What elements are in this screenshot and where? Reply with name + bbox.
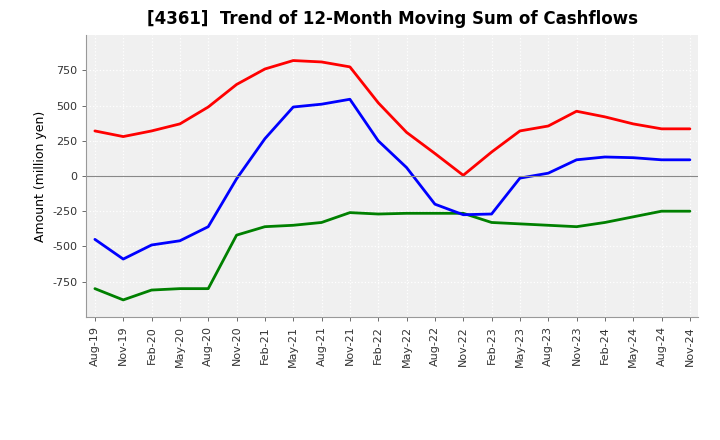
- Investing Cashflow: [431, 211, 439, 216]
- Free Cashflow: [148, 242, 156, 248]
- Investing Cashflow: [685, 209, 694, 214]
- Investing Cashflow: [572, 224, 581, 229]
- Free Cashflow: [629, 155, 637, 160]
- Free Cashflow: [176, 238, 184, 243]
- Operating Cashflow: [459, 172, 467, 178]
- Investing Cashflow: [459, 211, 467, 216]
- Investing Cashflow: [629, 214, 637, 220]
- Title: [4361]  Trend of 12-Month Moving Sum of Cashflows: [4361] Trend of 12-Month Moving Sum of C…: [147, 10, 638, 28]
- Free Cashflow: [204, 224, 212, 229]
- Investing Cashflow: [119, 297, 127, 303]
- Operating Cashflow: [516, 128, 524, 134]
- Line: Operating Cashflow: Operating Cashflow: [95, 61, 690, 175]
- Free Cashflow: [289, 104, 297, 110]
- Investing Cashflow: [657, 209, 666, 214]
- Operating Cashflow: [204, 104, 212, 110]
- Free Cashflow: [402, 165, 411, 170]
- Free Cashflow: [261, 136, 269, 141]
- Operating Cashflow: [374, 100, 382, 106]
- Operating Cashflow: [685, 126, 694, 132]
- Free Cashflow: [685, 157, 694, 162]
- Free Cashflow: [233, 176, 241, 181]
- Investing Cashflow: [176, 286, 184, 291]
- Investing Cashflow: [204, 286, 212, 291]
- Investing Cashflow: [261, 224, 269, 229]
- Free Cashflow: [516, 176, 524, 181]
- Investing Cashflow: [544, 223, 552, 228]
- Operating Cashflow: [91, 128, 99, 134]
- Free Cashflow: [487, 211, 496, 216]
- Investing Cashflow: [600, 220, 609, 225]
- Free Cashflow: [544, 171, 552, 176]
- Operating Cashflow: [544, 123, 552, 128]
- Free Cashflow: [91, 237, 99, 242]
- Free Cashflow: [600, 154, 609, 160]
- Free Cashflow: [657, 157, 666, 162]
- Line: Investing Cashflow: Investing Cashflow: [95, 211, 690, 300]
- Operating Cashflow: [346, 64, 354, 70]
- Investing Cashflow: [516, 221, 524, 227]
- Investing Cashflow: [402, 211, 411, 216]
- Investing Cashflow: [148, 287, 156, 293]
- Investing Cashflow: [374, 211, 382, 216]
- Free Cashflow: [572, 157, 581, 162]
- Operating Cashflow: [176, 121, 184, 127]
- Operating Cashflow: [289, 58, 297, 63]
- Operating Cashflow: [572, 109, 581, 114]
- Free Cashflow: [346, 97, 354, 102]
- Free Cashflow: [119, 257, 127, 262]
- Operating Cashflow: [233, 82, 241, 87]
- Operating Cashflow: [600, 114, 609, 120]
- Investing Cashflow: [346, 210, 354, 215]
- Operating Cashflow: [487, 150, 496, 155]
- Investing Cashflow: [318, 220, 326, 225]
- Investing Cashflow: [91, 286, 99, 291]
- Free Cashflow: [431, 202, 439, 207]
- Operating Cashflow: [657, 126, 666, 132]
- Operating Cashflow: [431, 151, 439, 156]
- Operating Cashflow: [261, 66, 269, 72]
- Operating Cashflow: [119, 134, 127, 139]
- Free Cashflow: [459, 212, 467, 217]
- Investing Cashflow: [487, 220, 496, 225]
- Line: Free Cashflow: Free Cashflow: [95, 99, 690, 259]
- Free Cashflow: [318, 102, 326, 107]
- Operating Cashflow: [318, 59, 326, 65]
- Investing Cashflow: [233, 232, 241, 238]
- Operating Cashflow: [148, 128, 156, 134]
- Free Cashflow: [374, 138, 382, 143]
- Investing Cashflow: [289, 223, 297, 228]
- Y-axis label: Amount (million yen): Amount (million yen): [34, 110, 47, 242]
- Operating Cashflow: [402, 130, 411, 135]
- Operating Cashflow: [629, 121, 637, 127]
